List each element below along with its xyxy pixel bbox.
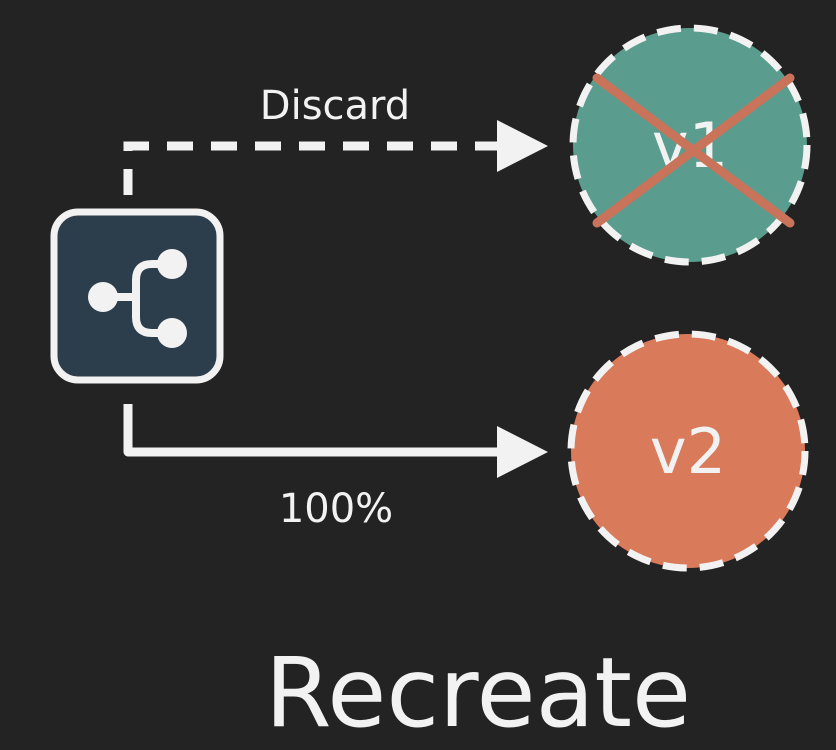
- discard-arrowhead: [497, 120, 548, 172]
- v2-circle: [567, 330, 809, 572]
- discard-path: [123, 141, 505, 195]
- router-node: [50, 208, 224, 384]
- v1-node: v1: [569, 24, 811, 266]
- traffic-label: 100%: [279, 486, 393, 532]
- discard-cross-icon: [592, 73, 795, 228]
- branch-icon: [88, 249, 187, 348]
- traffic-arrowhead: [497, 426, 548, 478]
- discard-connector: [123, 120, 548, 195]
- traffic-path: [123, 404, 505, 457]
- v2-label: v2: [650, 415, 726, 488]
- v2-node: v2: [567, 330, 809, 572]
- traffic-connector: [123, 404, 548, 478]
- discard-label: Discard: [260, 83, 410, 129]
- diagram-title: Recreate: [265, 637, 691, 749]
